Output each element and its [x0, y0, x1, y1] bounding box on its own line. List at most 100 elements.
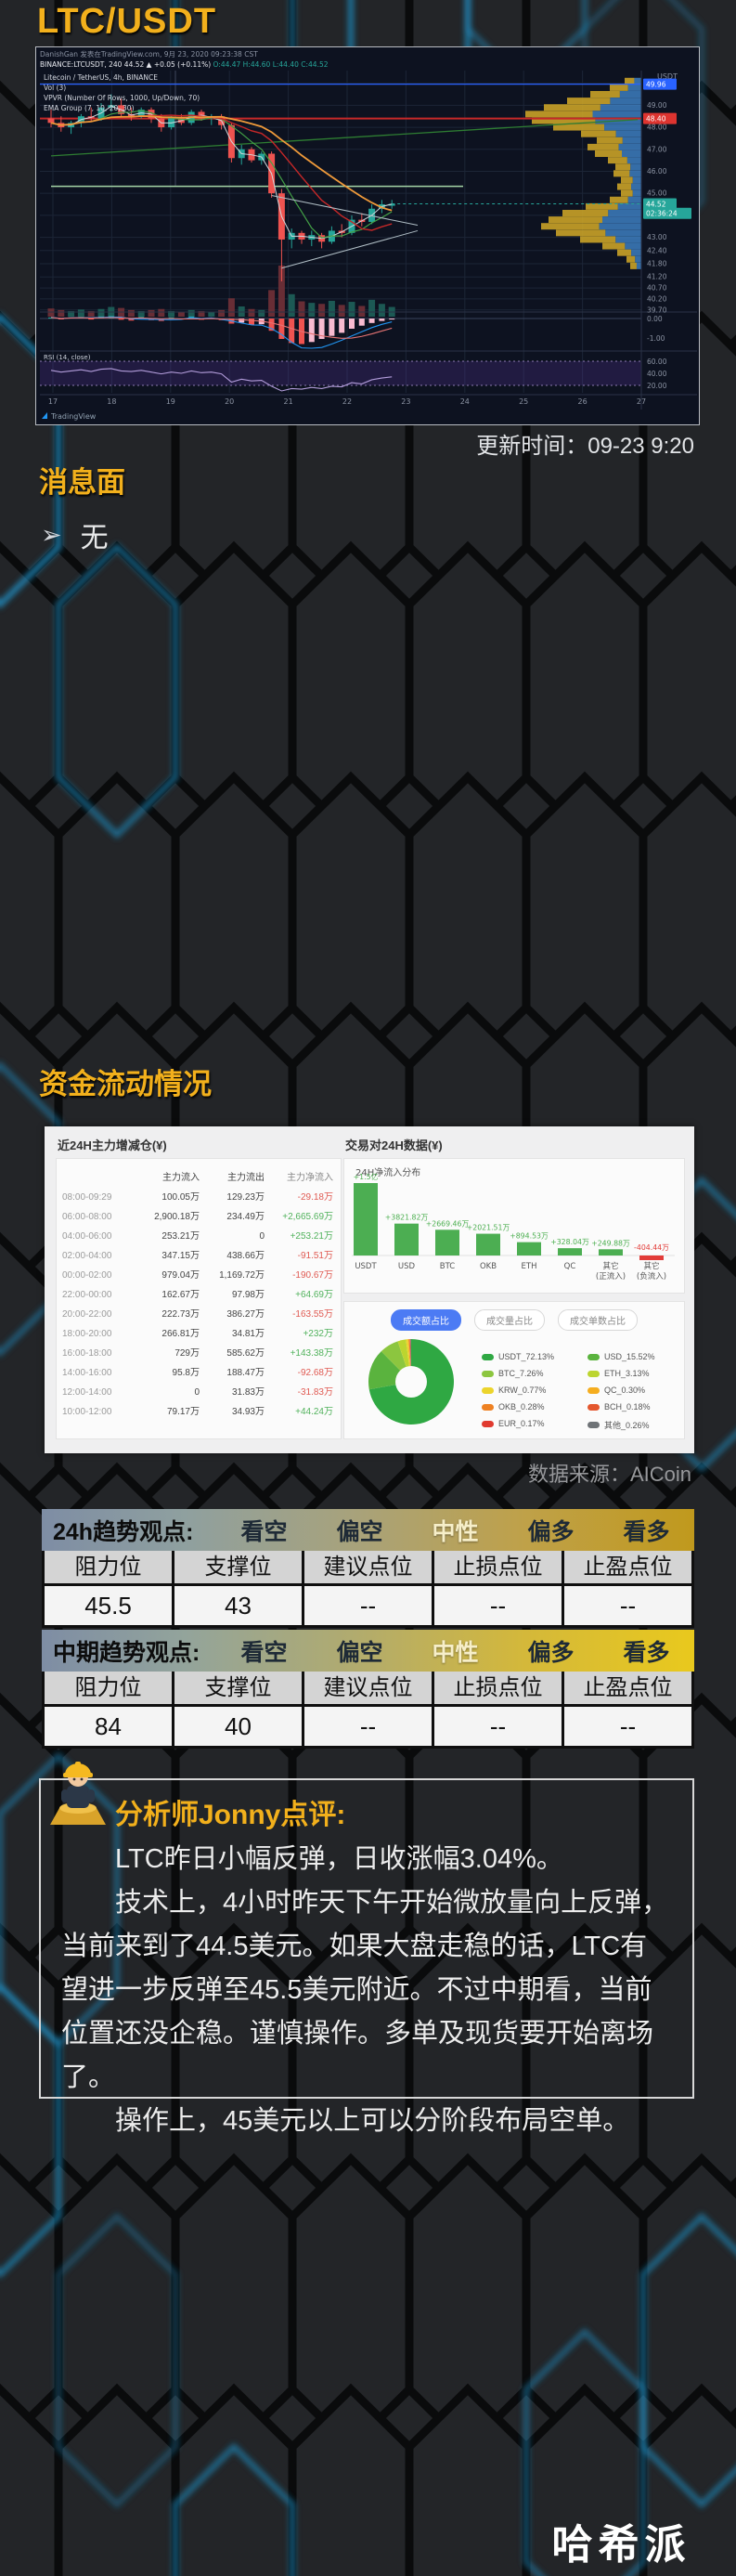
svg-text:44.52: 44.52: [646, 201, 666, 209]
fund-table-title: 近24H主力增减仓(¥): [58, 1138, 167, 1152]
svg-text:TradingView: TradingView: [50, 412, 97, 421]
sentiment-lean-bullish: 偏多: [527, 1518, 575, 1545]
svg-text:22: 22: [342, 397, 352, 406]
svg-text:OKB: OKB: [480, 1262, 497, 1271]
update-time: 更新时间：09-23 9:20: [476, 434, 694, 459]
svg-text:43.00: 43.00: [647, 233, 667, 241]
svg-text:24: 24: [460, 397, 470, 406]
tradingview-chart: USDT49.0048.0047.0046.0045.0044.0043.004…: [35, 46, 700, 425]
svg-text:40.70: 40.70: [647, 284, 667, 293]
trend-header-24h: 24h趋势观点: 看空 偏空 中性 偏多 看多: [42, 1509, 694, 1551]
sentiment-lean-bearish: 偏空: [336, 1518, 383, 1545]
data-source-note: 数据来源：AICoin: [527, 1463, 691, 1486]
netflow-bar-box: 24H净流入分布 +1.5亿 USDT +3821.82万 USD +2669.46万 BT…: [343, 1158, 685, 1294]
arrow-bullet-icon: ➢: [41, 520, 62, 549]
pie-tabs: 成交额占比 成交量占比 成交单数占比: [344, 1309, 684, 1331]
analyst-text: LTC昨日小幅反弹，日收涨幅3.04%。 技术上，4小时昨天下午开始微放量向上反…: [61, 1838, 674, 2143]
trend-title: 中期趋势观点:: [53, 1639, 200, 1666]
level-labels-row: 阻力位 支撑位 建议点位 止损点位 止盈点位: [42, 1672, 694, 1707]
svg-text:19: 19: [166, 397, 175, 406]
fund-table-row: 00:00-02:00 979.04万 1,169.72万 -190.67万: [62, 1270, 333, 1281]
logo-english: HASHPIE: [549, 2572, 693, 2576]
svg-text:(正流入): (正流入): [596, 1271, 626, 1281]
svg-text:(负流入): (负流入): [637, 1271, 666, 1281]
sentiment-neutral: 中性: [432, 1518, 479, 1545]
svg-text:40.20: 40.20: [647, 294, 667, 303]
svg-text:+1.5亿: +1.5亿: [354, 1172, 379, 1181]
fund-table-row: 04:00-06:00 253.21万 0 +253.21万: [62, 1231, 333, 1242]
svg-text:17: 17: [48, 397, 58, 406]
fund-table-row: 12:00-14:00 0 31.83万 -31.83万: [62, 1387, 333, 1398]
svg-text:20.00: 20.00: [647, 382, 667, 390]
svg-text:46.00: 46.00: [647, 167, 667, 176]
svg-text:23: 23: [401, 397, 410, 406]
svg-text:-404.44万: -404.44万: [634, 1243, 669, 1252]
svg-text:48.00: 48.00: [647, 124, 667, 132]
trend-table-24h: 24h趋势观点: 看空 偏空 中性 偏多 看多 阻力位 支撑位 建议点位 止损点位 …: [42, 1509, 694, 1628]
svg-text:其它: 其它: [643, 1261, 659, 1271]
svg-text:27: 27: [637, 397, 646, 406]
pie-legend-item: 其他_0.26%: [588, 1419, 650, 1431]
svg-text:39.70: 39.70: [647, 306, 667, 314]
svg-text:+2669.46万: +2669.46万: [426, 1219, 470, 1228]
svg-text:USDT: USDT: [355, 1262, 377, 1271]
svg-text:+894.53万: +894.53万: [510, 1232, 549, 1241]
svg-text:USDT: USDT: [657, 72, 678, 81]
svg-text:VPVR (Number Of Rows, 1000, Up: VPVR (Number Of Rows, 1000, Up/Down, 70): [44, 94, 200, 102]
analyst-paragraph: 操作上，45美元以上可以分阶段布局空单。: [115, 2106, 630, 2136]
svg-text:BINANCE:LTCUSDT, 240 44.52 ▲ +: BINANCE:LTCUSDT, 240 44.52 ▲ +0.05 (+0.1…: [40, 60, 329, 69]
pie-legend-item: USD_15.52%: [588, 1352, 655, 1361]
pie-legend-item: OKB_0.28%: [482, 1402, 545, 1412]
svg-text:+328.04万: +328.04万: [550, 1238, 589, 1246]
svg-text:02:36:24: 02:36:24: [646, 210, 678, 218]
pie-legend-item: KRW_0.77%: [482, 1386, 546, 1395]
candlestick-chart: USDT49.0048.0047.0046.0045.0044.0043.004…: [36, 47, 697, 423]
svg-text:49.00: 49.00: [647, 101, 667, 110]
tab-ordercount-share[interactable]: 成交单数占比: [558, 1309, 638, 1331]
pie-legend-item: BTC_7.26%: [482, 1369, 544, 1378]
fund-table-row: 02:00-04:00 347.15万 438.66万 -91.51万: [62, 1251, 333, 1261]
analyst-paragraph: 技术上，4小时昨天下午开始微放量向上反弹，当前来到了44.5美元。如果大盘走稳的…: [61, 1888, 669, 2092]
pair-data-title: 交易对24H数据(¥): [345, 1138, 443, 1152]
fund-table-row: 20:00-22:00 222.73万 386.27万 -163.55万: [62, 1309, 333, 1320]
sentiment-lean-bearish: 偏空: [336, 1639, 383, 1666]
hashpie-logo: 哈希派 HASHPIE: [549, 2511, 693, 2576]
level-values-row: 45.5 43 -- -- --: [42, 1586, 694, 1628]
tab-turnover-share[interactable]: 成交额占比: [391, 1309, 461, 1331]
svg-text:RSI (14, close): RSI (14, close): [44, 354, 91, 361]
volume-share-box: 成交额占比 成交量占比 成交单数占比 USDT_72.13% BTC_7.26% K…: [343, 1301, 685, 1439]
svg-text:+3821.82万: +3821.82万: [385, 1214, 429, 1222]
fund-flow-table: 主力流入 主力流出 主力净流入 08:00-09:29 100.05万 129.23万 -2…: [56, 1158, 342, 1439]
svg-text:QC: QC: [564, 1262, 576, 1271]
analyst-paragraph: LTC昨日小幅反弹，日收涨幅3.04%。: [115, 1844, 563, 1874]
sentiment-bullish: 看多: [623, 1518, 670, 1545]
sentiment-bullish: 看多: [623, 1639, 670, 1666]
logo-chinese: 哈希派: [551, 2522, 691, 2568]
svg-text:0.00: 0.00: [647, 315, 663, 323]
svg-text:Litecoin / TetherUS, 4h, BINAN: Litecoin / TetherUS, 4h, BINANCE: [44, 73, 158, 82]
fund-table-row: 08:00-09:29 100.05万 129.23万 -29.18万: [62, 1192, 333, 1203]
svg-text:USD: USD: [398, 1262, 416, 1271]
svg-text:BTC: BTC: [440, 1262, 456, 1271]
svg-text:41.80: 41.80: [647, 260, 667, 268]
svg-text:60.00: 60.00: [647, 358, 667, 366]
level-values-row: 84 40 -- -- --: [42, 1707, 694, 1749]
aicoin-panel: 近24H主力增减仓(¥) 交易对24H数据(¥) 主力流入 主力流出 主力净流入 08…: [45, 1126, 694, 1453]
fund-table-row: 16:00-18:00 729万 585.62万 +143.38万: [62, 1348, 333, 1359]
page-title: LTC/USDT: [37, 2, 217, 41]
svg-text:49.96: 49.96: [646, 81, 666, 89]
tab-volume-share[interactable]: 成交量占比: [474, 1309, 545, 1331]
svg-text:25: 25: [519, 397, 528, 406]
trend-table-midterm: 中期趋势观点: 看空 偏空 中性 偏多 看多 阻力位 支撑位 建议点位 止损点位 止…: [42, 1630, 694, 1749]
sentiment-scale: 看空 偏空 中性 偏多 看多: [216, 1514, 694, 1547]
sentiment-lean-bullish: 偏多: [527, 1639, 575, 1666]
netflow-bar-chart: 24H净流入分布+1.5亿 USDT +3821.82万 USD +2669.46万 BT…: [352, 1166, 675, 1281]
pie-legend-item: ETH_3.13%: [588, 1369, 650, 1378]
svg-text:Vol (3): Vol (3): [44, 84, 66, 92]
fund-table-row: 22:00-00:00 162.67万 97.98万 +64.69万: [62, 1290, 333, 1300]
svg-text:DanishGan 发表在TradingView.com,: DanishGan 发表在TradingView.com, 9月 23, 202…: [40, 49, 258, 59]
svg-text:+249.88万: +249.88万: [591, 1239, 630, 1247]
svg-text:20: 20: [225, 397, 234, 406]
fund-table-row: 18:00-20:00 266.81万 34.81万 +232万: [62, 1329, 333, 1339]
